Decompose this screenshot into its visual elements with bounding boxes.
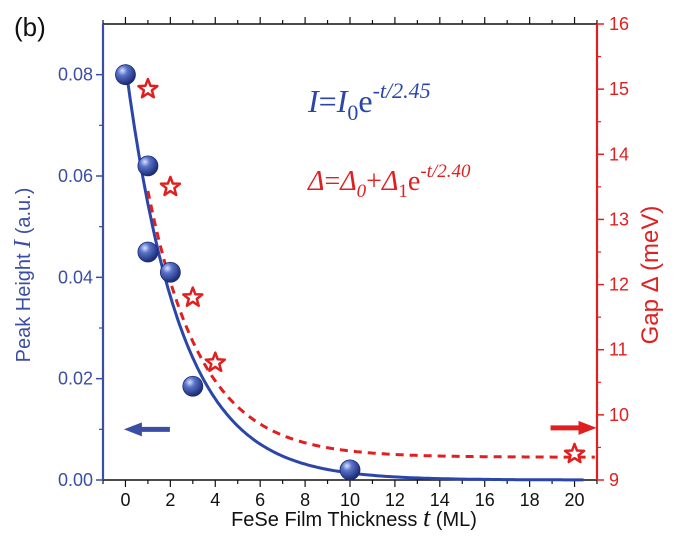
y-left-tick-label: 0.00 (58, 470, 93, 490)
y-right-tick-label: 15 (609, 79, 629, 99)
x-tick-label: 16 (475, 490, 495, 510)
y-right-tick-label: 11 (609, 340, 628, 360)
eq2-t1sub: 0 (357, 181, 367, 202)
x-tick-label: 14 (430, 490, 450, 510)
xlabel-symbol: t (423, 503, 431, 532)
eq1-base: e (358, 83, 372, 119)
data-markers (115, 64, 586, 481)
star-point (182, 286, 204, 307)
y-right-tick-label: 14 (609, 144, 629, 164)
x-tick-label: 6 (255, 490, 265, 510)
eq1-lhs: I (307, 83, 320, 119)
right-arrow-head (578, 420, 597, 435)
eq1-exp: -t/2.45 (373, 78, 431, 103)
star-point (204, 351, 227, 373)
ylabel-left-symbol: I (10, 239, 36, 249)
equation-intensity: I=I0e-t/2.45 (307, 78, 431, 125)
xlabel-unit: (ML) (436, 509, 477, 531)
equation-gap: Δ=Δ0+Δ1e-t/2.40 (307, 161, 471, 202)
left-arrow-head (123, 422, 142, 437)
x-tick-label: 0 (120, 490, 130, 510)
x-tick-label: 20 (565, 490, 585, 510)
fit-curve-intensity (124, 64, 584, 482)
eq1-sub: 0 (347, 100, 358, 125)
y-left-tick-label: 0.08 (58, 65, 93, 85)
y-axis-left-label: Peak Height I (a.u.) (10, 188, 36, 363)
sphere-point (182, 375, 204, 397)
fit-curves (124, 64, 595, 482)
eq2-t1: Δ (339, 166, 356, 197)
eq2-exp: -t/2.40 (420, 161, 471, 182)
eq2-t2sub: 1 (398, 181, 408, 202)
y-axis-right-label: Gap Δ (meV) (637, 206, 664, 345)
xlabel-text: FeSe Film Thickness (231, 509, 417, 531)
x-tick-label: 10 (340, 490, 360, 510)
eq2-t2: Δ (381, 166, 398, 197)
eq1-equals: = (319, 83, 337, 119)
eq2-equals: = (324, 166, 340, 197)
y-right-tick-label: 13 (609, 209, 629, 229)
y-right-tick-label: 16 (609, 14, 629, 34)
fit-curve-gap (146, 190, 595, 459)
star-point (159, 175, 182, 197)
sphere-point (159, 261, 181, 283)
y-right-tick-label: 12 (609, 275, 629, 295)
y-right-tick-label: 10 (609, 405, 629, 425)
x-tick-label: 8 (300, 490, 310, 510)
x-tick-label: 18 (520, 490, 540, 510)
ylabel-left-text: Peak Height (13, 253, 35, 362)
star-point (137, 77, 159, 99)
x-tick-label: 4 (210, 490, 220, 510)
sphere-point (339, 459, 361, 481)
sphere-point (137, 155, 159, 177)
x-axis-label: FeSe Film Thickness t (ML) (231, 503, 477, 532)
eq2-plus: + (366, 166, 382, 197)
star-point (563, 442, 586, 464)
y-left-tick-label: 0.06 (58, 166, 93, 186)
sphere-point (137, 241, 159, 263)
ylabel-left-unit: (a.u.) (13, 188, 35, 235)
panel-label: (b) (14, 12, 46, 42)
y-right-tick-label: 9 (609, 470, 619, 490)
sphere-point (115, 64, 136, 86)
axes-frame: 0 2 4 6 8 10 12 14 16 18 200.000.020.040.060.08910… (58, 14, 629, 510)
axis-arrows (123, 420, 597, 437)
eq1-i: I (336, 83, 349, 119)
eq2-lhs: Δ (307, 166, 324, 197)
x-tick-label: 12 (385, 490, 405, 510)
y-left-tick-label: 0.04 (58, 267, 93, 287)
y-left-tick-label: 0.02 (58, 369, 93, 389)
eq2-base: e (408, 166, 420, 197)
x-tick-label: 2 (165, 490, 175, 510)
